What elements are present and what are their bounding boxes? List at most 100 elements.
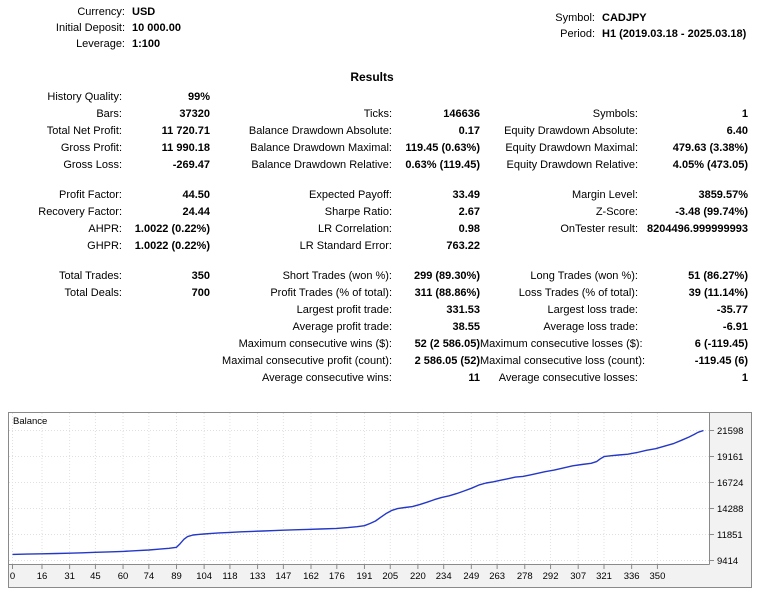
header-row: Leverage: 1:100: [0, 36, 181, 52]
x-tick-label: 176: [329, 571, 345, 582]
stat-label: GHPR:: [87, 239, 122, 252]
chart-title: Balance: [13, 416, 47, 427]
results-title: Results: [350, 70, 394, 84]
x-tick-label: 16: [37, 571, 48, 582]
stat-label: Short Trades (won %):: [282, 269, 392, 282]
stat-label: Profit Factor:: [59, 188, 122, 201]
stat-label: Expected Payoff:: [309, 188, 392, 201]
stats-row: Total Deals: 700 Profit Trades (% of total…: [0, 284, 748, 301]
header-right: Symbol: CADJPY Period: H1 (2019.03.18 - 202…: [470, 10, 746, 42]
stats-row: AHPR: 1.0022 (0.22%) LR Correlation: 0.98 On…: [0, 220, 748, 237]
stat-value: 24.44: [182, 205, 210, 218]
stat-value: 763.22: [446, 239, 480, 252]
y-tick-label: 14288: [717, 504, 743, 515]
stat-value: 6.40: [726, 124, 748, 137]
stat-label: Total Deals:: [64, 286, 122, 299]
x-tick-label: 45: [90, 571, 101, 582]
stat-label: Largest loss trade:: [547, 303, 639, 316]
stat-label: Maximum consecutive losses ($):: [480, 337, 643, 350]
x-tick-label: 292: [543, 571, 559, 582]
x-tick-label: 89: [171, 571, 182, 582]
x-tick-label: 205: [382, 571, 398, 582]
stat-value: -269.47: [172, 158, 210, 171]
x-tick-label: 307: [570, 571, 586, 582]
stat-value: 700: [191, 286, 210, 299]
stats-row: Bars: 37320 Ticks: 146636 Symbols: 1: [0, 105, 748, 122]
stats-row: Largest profit trade: 331.53 Largest loss …: [0, 301, 748, 318]
header-value: H1 (2019.03.18 - 2025.03.18): [602, 28, 747, 40]
stat-value: -6.91: [722, 320, 748, 333]
stat-value: 44.50: [182, 188, 210, 201]
stat-label: Symbols:: [592, 107, 638, 120]
x-tick-label: 191: [357, 571, 373, 582]
x-tick-label: 350: [650, 571, 666, 582]
stat-value: 0.17: [458, 124, 480, 137]
stat-value: 1: [741, 107, 748, 120]
stat-value: 11 990.18: [161, 141, 210, 154]
stat-label: Long Trades (won %):: [530, 269, 638, 282]
header-label: Period:: [560, 28, 595, 40]
stat-label: Balance Drawdown Relative:: [251, 158, 392, 171]
x-tick-label: 336: [624, 571, 640, 582]
stat-label: Recovery Factor:: [38, 205, 122, 218]
stat-label: Equity Drawdown Absolute:: [504, 124, 638, 137]
stat-label: Equity Drawdown Relative:: [506, 158, 638, 171]
stat-value: 38.55: [452, 320, 480, 333]
stat-value: 1: [741, 371, 748, 384]
x-tick-label: 104: [196, 571, 212, 582]
header-row: Currency: USD: [0, 4, 181, 20]
stat-value: 3859.57%: [698, 188, 748, 201]
y-tick-label: 16724: [717, 478, 743, 489]
stat-value: 99%: [187, 90, 210, 103]
stat-label: OnTester result:: [560, 222, 638, 235]
stat-label: Margin Level:: [571, 188, 638, 201]
stat-label: Loss Trades (% of total):: [518, 286, 638, 299]
stat-label: Z-Score:: [595, 205, 638, 218]
y-tick-label: 21598: [717, 426, 743, 437]
stats-row: Recovery Factor: 24.44 Sharpe Ratio: 2.67 Z-…: [0, 203, 748, 220]
stat-label: Equity Drawdown Maximal:: [505, 141, 638, 154]
stat-value: 6 (-119.45): [694, 337, 748, 350]
stat-value: 1.0022 (0.22%): [134, 222, 210, 235]
stat-label: Maximal consecutive profit (count):: [222, 354, 392, 367]
stat-value: 119.45 (0.63%): [405, 141, 480, 154]
stats-grid: History Quality: 99% Bars: 37320 Ticks: 14663…: [0, 88, 748, 386]
stats-row: History Quality: 99%: [0, 88, 748, 105]
x-tick-label: 60: [118, 571, 129, 582]
stat-label: Average loss trade:: [543, 320, 638, 333]
x-tick-label: 278: [517, 571, 533, 582]
stat-value: 11 720.71: [161, 124, 210, 137]
stat-label: Gross Profit:: [60, 141, 122, 154]
header-label: Initial Deposit:: [55, 22, 125, 34]
x-tick-label: 133: [250, 571, 266, 582]
stat-value: 311 (88.86%): [414, 286, 480, 299]
header-label: Currency:: [77, 6, 125, 18]
stats-row: Total Net Profit: 11 720.71 Balance Drawdo…: [0, 122, 748, 139]
header-label: Symbol:: [555, 12, 595, 24]
x-tick-label: 321: [596, 571, 612, 582]
stat-label: Total Trades:: [59, 269, 122, 282]
stat-label: Maximum consecutive wins ($):: [238, 337, 392, 350]
stat-value: 331.53: [446, 303, 480, 316]
stats-row: Maximal consecutive profit (count): 2 586…: [0, 352, 748, 369]
stat-value: 8204496.999999993: [647, 222, 748, 235]
x-tick-label: 249: [463, 571, 479, 582]
header-row: Initial Deposit: 10 000.00: [0, 20, 181, 36]
stat-value: 350: [191, 269, 210, 282]
stat-label: Ticks:: [363, 107, 392, 120]
stat-value: 2.67: [458, 205, 480, 218]
x-tick-label: 118: [222, 571, 237, 582]
header-value: 1:100: [132, 38, 161, 50]
stat-label: LR Standard Error:: [299, 239, 392, 252]
stat-value: 2 586.05 (52): [414, 354, 480, 367]
header-value: 10 000.00: [132, 22, 181, 34]
x-tick-label: 31: [64, 571, 75, 582]
y-tick-label: 19161: [717, 452, 743, 463]
stat-label: Average profit trade:: [292, 320, 392, 333]
x-tick-label: 147: [275, 571, 291, 582]
stat-value: 299 (89.30%): [413, 269, 480, 282]
stat-label: LR Correlation:: [318, 222, 392, 235]
stat-value: 33.49: [452, 188, 480, 201]
stats-row: Average profit trade: 38.55 Average loss t…: [0, 318, 748, 335]
stats-row: Total Trades: 350 Short Trades (won %): 299…: [0, 267, 748, 284]
